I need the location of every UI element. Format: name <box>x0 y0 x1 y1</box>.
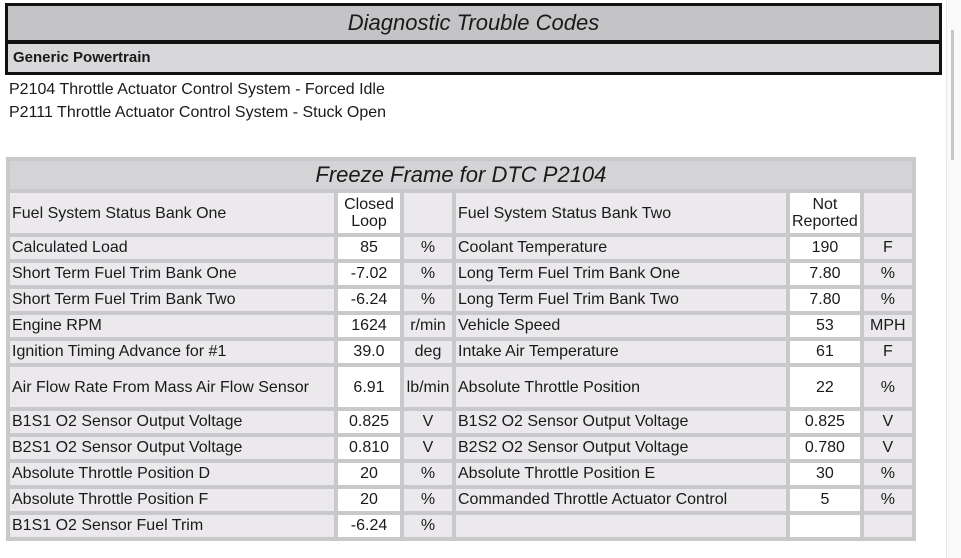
param-label: B2S2 O2 Sensor Output Voltage <box>454 435 788 461</box>
param-value: 0.780 <box>788 435 862 461</box>
param-unit: % <box>861 287 914 313</box>
param-label: Fuel System Status Bank Two <box>454 191 788 235</box>
param-unit <box>402 191 454 235</box>
param-value: 7.80 <box>788 261 862 287</box>
table-row: B1S1 O2 Sensor Output Voltage 0.825 V B1… <box>8 409 914 435</box>
param-unit: % <box>402 513 454 539</box>
param-label: B1S1 O2 Sensor Fuel Trim <box>8 513 336 539</box>
param-unit <box>861 513 914 539</box>
param-unit: r/min <box>402 313 454 339</box>
param-value: Not Reported <box>788 191 862 235</box>
param-label: Long Term Fuel Trim Bank One <box>454 261 788 287</box>
param-value <box>788 513 862 539</box>
param-value: 5 <box>788 487 862 513</box>
param-value: 20 <box>336 487 402 513</box>
param-label: Commanded Throttle Actuator Control <box>454 487 788 513</box>
freeze-frame-table: Freeze Frame for DTC P2104 Fuel System S… <box>6 157 916 541</box>
table-row: Absolute Throttle Position F 20 % Comman… <box>8 487 914 513</box>
param-unit: % <box>402 461 454 487</box>
param-unit: F <box>861 339 914 365</box>
dtc-section: Diagnostic Trouble Codes Generic Powertr… <box>5 3 942 75</box>
param-label: B1S2 O2 Sensor Output Voltage <box>454 409 788 435</box>
dtc-code-item: P2104 Throttle Actuator Control System -… <box>9 81 385 98</box>
param-unit: % <box>402 287 454 313</box>
param-label: Absolute Throttle Position E <box>454 461 788 487</box>
param-value: 7.80 <box>788 287 862 313</box>
param-unit: % <box>861 365 914 409</box>
param-label: Calculated Load <box>8 235 336 261</box>
param-label: Vehicle Speed <box>454 313 788 339</box>
param-unit: V <box>402 435 454 461</box>
table-row: Engine RPM 1624 r/min Vehicle Speed 53 M… <box>8 313 914 339</box>
param-label: B1S1 O2 Sensor Output Voltage <box>8 409 336 435</box>
dtc-code-list: P2104 Throttle Actuator Control System -… <box>9 78 386 124</box>
param-unit: % <box>861 261 914 287</box>
table-row: Calculated Load 85 % Coolant Temperature… <box>8 235 914 261</box>
param-label: Absolute Throttle Position F <box>8 487 336 513</box>
param-label: Ignition Timing Advance for #1 <box>8 339 336 365</box>
param-label: Fuel System Status Bank One <box>8 191 336 235</box>
param-label: Absolute Throttle Position D <box>8 461 336 487</box>
param-value: 0.825 <box>788 409 862 435</box>
table-row: B2S1 O2 Sensor Output Voltage 0.810 V B2… <box>8 435 914 461</box>
param-unit: % <box>861 461 914 487</box>
scrollbar-thumb[interactable] <box>951 30 954 160</box>
param-value: 22 <box>788 365 862 409</box>
dtc-title: Diagnostic Trouble Codes <box>8 6 939 44</box>
table-row: Air Flow Rate From Mass Air Flow Sensor … <box>8 365 914 409</box>
param-unit: % <box>402 235 454 261</box>
param-label: Short Term Fuel Trim Bank One <box>8 261 336 287</box>
param-label: B2S1 O2 Sensor Output Voltage <box>8 435 336 461</box>
param-label: Intake Air Temperature <box>454 339 788 365</box>
param-unit: V <box>861 409 914 435</box>
param-value: 1624 <box>336 313 402 339</box>
table-row: B1S1 O2 Sensor Fuel Trim -6.24 % <box>8 513 914 539</box>
param-unit: % <box>861 487 914 513</box>
param-label: Long Term Fuel Trim Bank Two <box>454 287 788 313</box>
dtc-code-item: P2111 Throttle Actuator Control System -… <box>9 104 387 121</box>
param-value: 85 <box>336 235 402 261</box>
param-unit <box>861 191 914 235</box>
param-value: 20 <box>336 461 402 487</box>
param-unit: F <box>861 235 914 261</box>
param-value: 0.810 <box>336 435 402 461</box>
param-value: -6.24 <box>336 513 402 539</box>
param-label: Engine RPM <box>8 313 336 339</box>
table-row: Short Term Fuel Trim Bank One -7.02 % Lo… <box>8 261 914 287</box>
param-unit: V <box>861 435 914 461</box>
param-label: Absolute Throttle Position <box>454 365 788 409</box>
param-unit: V <box>402 409 454 435</box>
param-value: 30 <box>788 461 862 487</box>
param-unit: % <box>402 261 454 287</box>
param-unit: % <box>402 487 454 513</box>
param-label: Air Flow Rate From Mass Air Flow Sensor <box>8 365 336 409</box>
param-unit: MPH <box>861 313 914 339</box>
param-label <box>454 513 788 539</box>
freeze-frame-title: Freeze Frame for DTC P2104 <box>8 159 914 191</box>
param-value: 53 <box>788 313 862 339</box>
param-value: 6.91 <box>336 365 402 409</box>
param-value: Closed Loop <box>336 191 402 235</box>
param-value: 39.0 <box>336 339 402 365</box>
param-value: -6.24 <box>336 287 402 313</box>
param-value: -7.02 <box>336 261 402 287</box>
param-label: Coolant Temperature <box>454 235 788 261</box>
table-row: Ignition Timing Advance for #1 39.0 deg … <box>8 339 914 365</box>
freeze-frame-header-row: Fuel System Status Bank One Closed Loop … <box>8 191 914 235</box>
table-row: Short Term Fuel Trim Bank Two -6.24 % Lo… <box>8 287 914 313</box>
param-value: 190 <box>788 235 862 261</box>
param-unit: deg <box>402 339 454 365</box>
param-value: 0.825 <box>336 409 402 435</box>
param-label: Short Term Fuel Trim Bank Two <box>8 287 336 313</box>
dtc-category: Generic Powertrain <box>8 44 939 72</box>
param-unit: lb/min <box>402 365 454 409</box>
vertical-scrollbar[interactable] <box>946 0 961 558</box>
table-row: Absolute Throttle Position D 20 % Absolu… <box>8 461 914 487</box>
param-value: 61 <box>788 339 862 365</box>
